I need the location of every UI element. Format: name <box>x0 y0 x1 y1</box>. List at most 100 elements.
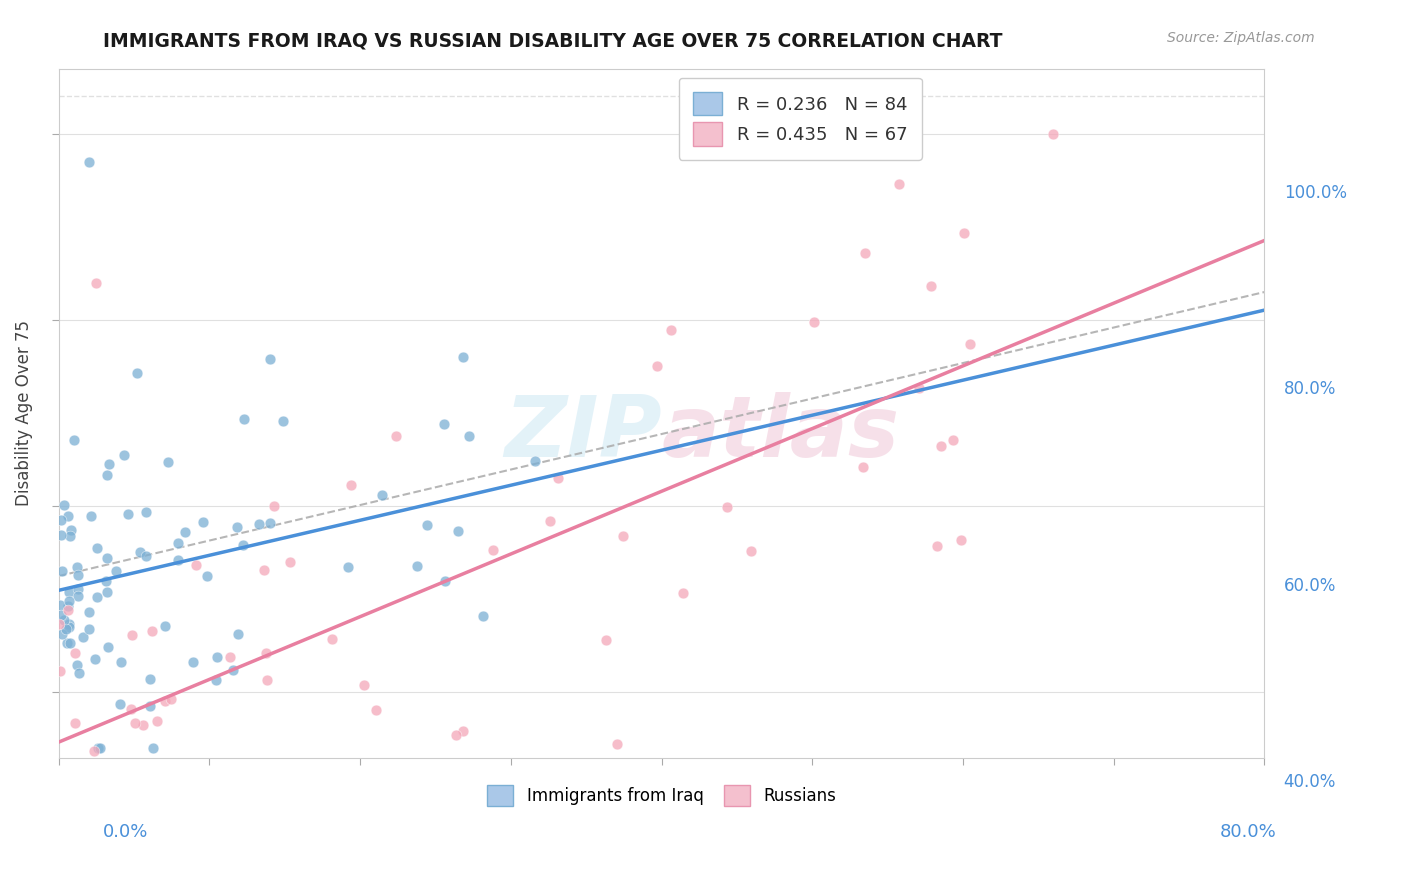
Point <box>66 560 89 574</box>
Point <box>852 459 875 474</box>
Point <box>340 478 363 492</box>
Point <box>83 652 105 666</box>
Point <box>56 797 79 812</box>
Point <box>612 529 634 543</box>
Point <box>853 246 876 260</box>
Point <box>135 549 157 563</box>
Point <box>153 694 176 708</box>
Point <box>67 568 90 582</box>
Point <box>950 533 973 547</box>
Text: ZIP: ZIP <box>503 392 662 475</box>
Point <box>63 433 86 447</box>
Point <box>415 517 437 532</box>
Point <box>127 367 149 381</box>
Point <box>96 467 118 482</box>
Point <box>195 569 218 583</box>
Point <box>145 758 167 772</box>
Point <box>259 516 281 530</box>
Point <box>69 665 91 680</box>
Point <box>51 627 73 641</box>
Point <box>153 619 176 633</box>
Point <box>953 227 976 241</box>
Point <box>94 574 117 588</box>
Point <box>524 454 547 468</box>
Point <box>96 584 118 599</box>
Point <box>56 508 79 523</box>
Text: 100.0%: 100.0% <box>1284 184 1347 202</box>
Point <box>959 337 981 351</box>
Point <box>51 564 73 578</box>
Point <box>70 797 93 812</box>
Point <box>83 744 105 758</box>
Point <box>606 737 628 751</box>
Point <box>96 551 118 566</box>
Point <box>907 381 929 395</box>
Point <box>89 772 111 786</box>
Point <box>58 594 80 608</box>
Point <box>105 565 128 579</box>
Point <box>59 636 82 650</box>
Point <box>446 524 468 538</box>
Point <box>124 715 146 730</box>
Point <box>181 655 204 669</box>
Point <box>72 631 94 645</box>
Text: IMMIGRANTS FROM IRAQ VS RUSSIAN DISABILITY AGE OVER 75 CORRELATION CHART: IMMIGRANTS FROM IRAQ VS RUSSIAN DISABILI… <box>103 31 1002 50</box>
Point <box>120 701 142 715</box>
Point <box>271 414 294 428</box>
Point <box>451 351 474 365</box>
Point <box>245 774 267 789</box>
Point <box>321 632 343 647</box>
Point <box>108 697 131 711</box>
Point <box>129 797 152 812</box>
Point <box>247 516 270 531</box>
Point <box>52 498 75 512</box>
Point <box>142 797 165 812</box>
Point <box>112 448 135 462</box>
Point <box>218 649 240 664</box>
Point <box>132 718 155 732</box>
Point <box>887 177 910 191</box>
Point <box>204 673 226 688</box>
Point <box>659 323 682 337</box>
Point <box>86 541 108 556</box>
Point <box>143 797 166 812</box>
Point <box>77 154 100 169</box>
Point <box>80 509 103 524</box>
Point <box>172 759 194 773</box>
Point <box>927 539 949 553</box>
Text: atlas: atlas <box>662 392 900 475</box>
Point <box>278 555 301 569</box>
Point <box>49 608 72 623</box>
Point <box>207 650 229 665</box>
Text: 80.0%: 80.0% <box>1220 822 1277 840</box>
Point <box>432 767 454 781</box>
Point <box>58 617 80 632</box>
Point <box>72 797 94 812</box>
Point <box>48 664 70 678</box>
Point <box>146 714 169 728</box>
Legend: Immigrants from Iraq, Russians: Immigrants from Iraq, Russians <box>478 777 845 814</box>
Point <box>55 797 77 812</box>
Point <box>55 622 77 636</box>
Point <box>451 724 474 739</box>
Point <box>385 428 408 442</box>
Point <box>63 716 86 731</box>
Text: 60.0%: 60.0% <box>1284 576 1336 594</box>
Point <box>87 741 110 756</box>
Point <box>263 499 285 513</box>
Text: 80.0%: 80.0% <box>1284 380 1336 398</box>
Point <box>66 657 89 672</box>
Point <box>366 703 388 717</box>
Point <box>117 508 139 522</box>
Point <box>444 728 467 742</box>
Point <box>482 543 505 558</box>
Point <box>740 544 762 558</box>
Point <box>77 605 100 619</box>
Point <box>929 439 952 453</box>
Point <box>89 741 111 756</box>
Point <box>66 582 89 596</box>
Point <box>97 640 120 654</box>
Point <box>184 558 207 573</box>
Point <box>63 646 86 660</box>
Point <box>226 627 249 641</box>
